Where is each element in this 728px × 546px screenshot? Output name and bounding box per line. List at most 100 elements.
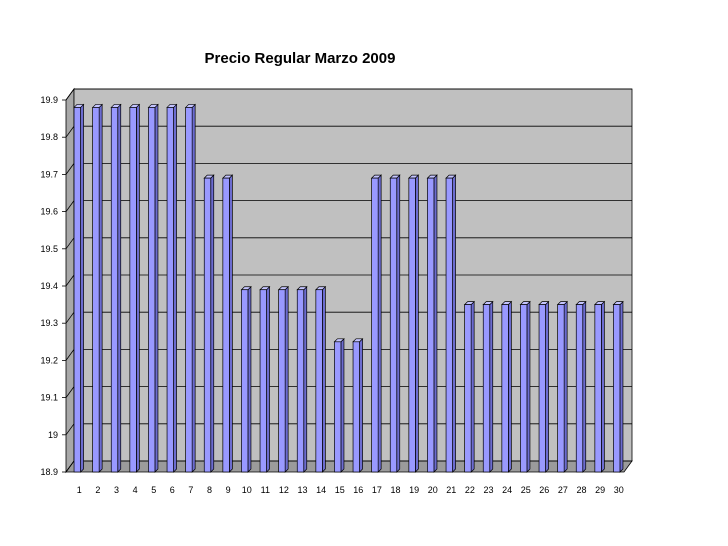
bar-front bbox=[389, 177, 398, 473]
x-tick-label: 3 bbox=[114, 485, 119, 495]
x-tick-label: 26 bbox=[539, 485, 549, 495]
y-tick-label: 19.5 bbox=[40, 244, 58, 254]
bar bbox=[166, 103, 178, 473]
y-axis-ticks: 18.9 19 19.1 19.2 19.3 19.4 19.5 19.6 19.7 19.8 19… bbox=[40, 95, 66, 477]
x-tick-label: 23 bbox=[483, 485, 493, 495]
bar bbox=[110, 103, 122, 473]
bar bbox=[408, 174, 420, 473]
y-tick-label: 19.1 bbox=[40, 393, 58, 403]
x-tick-label: 22 bbox=[465, 485, 475, 495]
bar-side bbox=[229, 174, 233, 473]
bar bbox=[147, 103, 159, 473]
bar-front bbox=[185, 107, 193, 473]
y-tick-label: 19.2 bbox=[40, 355, 58, 365]
bar-side bbox=[452, 174, 456, 473]
bar-front bbox=[92, 107, 100, 473]
bar-side bbox=[80, 103, 84, 473]
bar-side bbox=[284, 285, 289, 473]
bar bbox=[203, 174, 215, 473]
bar-side bbox=[191, 103, 196, 473]
x-tick-label: 30 bbox=[614, 485, 624, 495]
bar-front bbox=[445, 177, 453, 473]
gridline-side bbox=[65, 237, 75, 250]
bar bbox=[91, 103, 103, 473]
bar-front bbox=[427, 177, 435, 473]
bar bbox=[277, 285, 289, 473]
gridline-side bbox=[65, 460, 75, 473]
bar-side bbox=[526, 300, 531, 473]
bar-side bbox=[563, 300, 568, 473]
x-tick-label: 25 bbox=[521, 485, 531, 495]
bars bbox=[73, 103, 624, 473]
bar-front bbox=[408, 177, 416, 473]
bar-front bbox=[203, 177, 212, 473]
bar-side bbox=[600, 300, 605, 473]
bar-side bbox=[582, 300, 587, 473]
gridline-side bbox=[65, 386, 75, 398]
bar-side bbox=[210, 174, 215, 473]
gridline-side bbox=[65, 311, 75, 324]
x-tick-label: 11 bbox=[261, 485, 270, 495]
bar-front bbox=[110, 107, 119, 473]
bar-front bbox=[482, 304, 491, 473]
bar bbox=[259, 285, 271, 473]
bar bbox=[352, 337, 364, 473]
y-tick-label: 18.9 bbox=[40, 467, 58, 477]
x-tick-label: 6 bbox=[170, 485, 175, 495]
gridline-side bbox=[65, 200, 75, 212]
bar bbox=[501, 300, 513, 473]
x-tick-label: 20 bbox=[428, 485, 438, 495]
x-tick-label: 2 bbox=[95, 485, 100, 495]
bar-front bbox=[73, 107, 81, 473]
y-tick-label: 19.9 bbox=[40, 95, 58, 105]
x-tick-label: 1 bbox=[77, 485, 82, 495]
bar-side bbox=[359, 337, 363, 473]
bar-side bbox=[396, 174, 401, 473]
bar bbox=[389, 174, 401, 473]
x-tick-label: 10 bbox=[242, 485, 252, 495]
bar-side bbox=[377, 174, 382, 473]
bar bbox=[296, 285, 308, 473]
bar-front bbox=[538, 304, 546, 473]
x-tick-label: 21 bbox=[446, 485, 456, 495]
bar bbox=[333, 337, 345, 473]
x-tick-label: 5 bbox=[151, 485, 156, 495]
x-tick-label: 27 bbox=[558, 485, 568, 495]
bar-side bbox=[173, 103, 177, 473]
bar-front bbox=[259, 289, 267, 473]
x-tick-label: 8 bbox=[207, 485, 212, 495]
bar-side bbox=[508, 300, 512, 473]
gridline-side bbox=[65, 349, 75, 361]
bar-side bbox=[433, 174, 438, 473]
bar-side bbox=[545, 300, 549, 473]
bar bbox=[519, 300, 531, 473]
chart-title: Precio Regular Marzo 2009 bbox=[204, 50, 396, 67]
y-tick-label: 19.4 bbox=[40, 281, 58, 291]
bar bbox=[315, 285, 327, 473]
bar bbox=[463, 300, 475, 473]
bar-side bbox=[303, 285, 308, 473]
bar-front bbox=[371, 177, 379, 473]
bar-front bbox=[557, 304, 565, 473]
bar-front bbox=[148, 107, 156, 473]
x-tick-label: 12 bbox=[279, 485, 289, 495]
x-tick-label: 19 bbox=[409, 485, 419, 495]
bar-side bbox=[154, 103, 159, 473]
bar-front bbox=[315, 289, 323, 473]
bar-side bbox=[98, 103, 103, 473]
bar-side bbox=[340, 337, 345, 473]
x-tick-label: 7 bbox=[188, 485, 193, 495]
bar-side bbox=[136, 103, 140, 473]
bar-front bbox=[352, 341, 360, 473]
bar-side bbox=[117, 103, 122, 473]
bar-front bbox=[241, 289, 249, 473]
bar-front bbox=[129, 107, 137, 473]
x-tick-label: 9 bbox=[226, 485, 231, 495]
x-tick-label: 28 bbox=[576, 485, 586, 495]
x-tick-label: 24 bbox=[502, 485, 512, 495]
bar-side bbox=[470, 300, 475, 473]
bar-side bbox=[266, 285, 270, 473]
x-tick-label: 14 bbox=[316, 485, 326, 495]
bar-side bbox=[322, 285, 326, 473]
